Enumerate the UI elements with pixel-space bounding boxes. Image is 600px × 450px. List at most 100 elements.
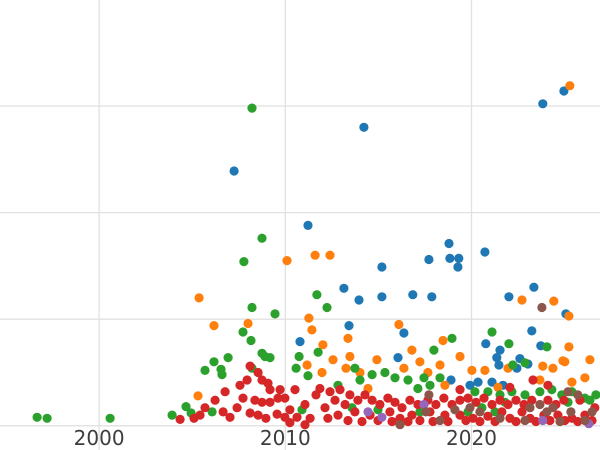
series-purple-point xyxy=(363,407,373,417)
series-purple-point xyxy=(419,399,429,410)
series-brown-point xyxy=(563,387,573,397)
series-green-point xyxy=(429,345,439,355)
series-red-point xyxy=(242,375,252,385)
series-red-point xyxy=(343,415,353,426)
series-orange-point xyxy=(564,342,574,352)
series-red-point xyxy=(415,415,425,426)
series-brown-point xyxy=(535,399,545,410)
series-green-point xyxy=(403,375,413,385)
series-red-point xyxy=(333,410,343,420)
series-green-point xyxy=(355,375,365,385)
series-orange-point xyxy=(282,256,292,266)
series-orange-point xyxy=(535,375,545,385)
series-red-point xyxy=(385,407,395,417)
series-red-point xyxy=(195,410,205,420)
series-orange-point xyxy=(193,391,203,401)
series-blue-point xyxy=(453,262,463,272)
series-orange-point xyxy=(493,382,503,392)
series-orange-point xyxy=(209,321,219,331)
series-red-point xyxy=(479,393,489,403)
series-orange-point xyxy=(317,367,327,378)
series-red-point xyxy=(517,407,527,417)
series-red-point xyxy=(335,385,345,395)
series-blue-point xyxy=(354,295,364,305)
series-green-point xyxy=(470,387,480,397)
series-blue-point xyxy=(445,253,455,263)
series-red-point xyxy=(250,395,260,405)
series-green-point xyxy=(32,412,42,422)
series-red-point xyxy=(495,395,505,405)
series-red-point xyxy=(275,385,285,395)
series-red-point xyxy=(280,393,290,403)
series-red-point xyxy=(511,395,521,405)
series-orange-point xyxy=(328,355,338,365)
series-brown-point xyxy=(465,403,475,413)
series-orange-point xyxy=(407,345,417,355)
series-blue-point xyxy=(408,290,418,300)
series-green-point xyxy=(520,390,530,400)
series-brown-point xyxy=(435,415,445,426)
series-red-point xyxy=(257,397,267,407)
series-green-point xyxy=(504,339,514,349)
series-red-point xyxy=(265,385,275,395)
series-green-point xyxy=(508,360,518,370)
series-red-point xyxy=(383,393,393,403)
series-brown-point xyxy=(555,416,565,427)
series-orange-point xyxy=(548,363,558,373)
series-blue-point xyxy=(444,238,454,249)
series-green-point xyxy=(291,363,301,373)
series-red-point xyxy=(345,390,355,400)
series-orange-point xyxy=(440,380,450,390)
series-red-point xyxy=(375,399,385,410)
series-red-point xyxy=(443,416,453,427)
series-red-point xyxy=(300,420,310,430)
series-red-point xyxy=(340,399,350,410)
series-green-point xyxy=(257,348,267,358)
series-orange-point xyxy=(480,365,490,375)
series-red-point xyxy=(218,407,228,417)
series-green-point xyxy=(238,327,248,337)
series-red-point xyxy=(387,416,397,427)
series-green-point xyxy=(312,290,322,300)
series-green-point xyxy=(322,302,332,313)
series-orange-point xyxy=(310,250,320,260)
series-red-point xyxy=(200,403,210,413)
series-blue-point xyxy=(229,166,239,176)
series-blue-point xyxy=(492,353,502,363)
series-orange-point xyxy=(517,295,527,305)
series-red-point xyxy=(397,403,407,413)
series-red-point xyxy=(559,395,569,405)
series-orange-point xyxy=(194,293,204,303)
series-red-point xyxy=(573,416,583,427)
series-red-point xyxy=(505,382,515,392)
series-orange-point xyxy=(538,361,548,371)
series-red-point xyxy=(323,413,333,423)
series-blue-point xyxy=(529,282,539,292)
series-red-point xyxy=(273,393,283,403)
series-green-point xyxy=(390,373,400,383)
series-red-point xyxy=(272,409,282,419)
series-orange-point xyxy=(399,363,409,373)
series-red-point xyxy=(543,380,553,390)
series-red-point xyxy=(311,390,321,400)
series-blue-point xyxy=(377,292,387,302)
series-blue-point xyxy=(495,345,505,355)
series-red-point xyxy=(290,385,300,395)
series-red-point xyxy=(439,393,449,403)
series-red-point xyxy=(210,395,220,405)
series-green-point xyxy=(270,309,280,319)
series-red-point xyxy=(360,390,370,400)
series-red-point xyxy=(320,403,330,413)
series-red-point xyxy=(455,395,465,405)
series-blue-point xyxy=(473,377,483,387)
series-green-point xyxy=(435,373,445,383)
series-red-point xyxy=(305,413,315,423)
x-tick-label: 2010 xyxy=(260,426,311,450)
series-red-point xyxy=(528,375,538,385)
series-red-point xyxy=(350,407,360,417)
series-green-point xyxy=(350,363,360,373)
series-green-point xyxy=(413,383,423,394)
series-orange-point xyxy=(435,360,445,370)
